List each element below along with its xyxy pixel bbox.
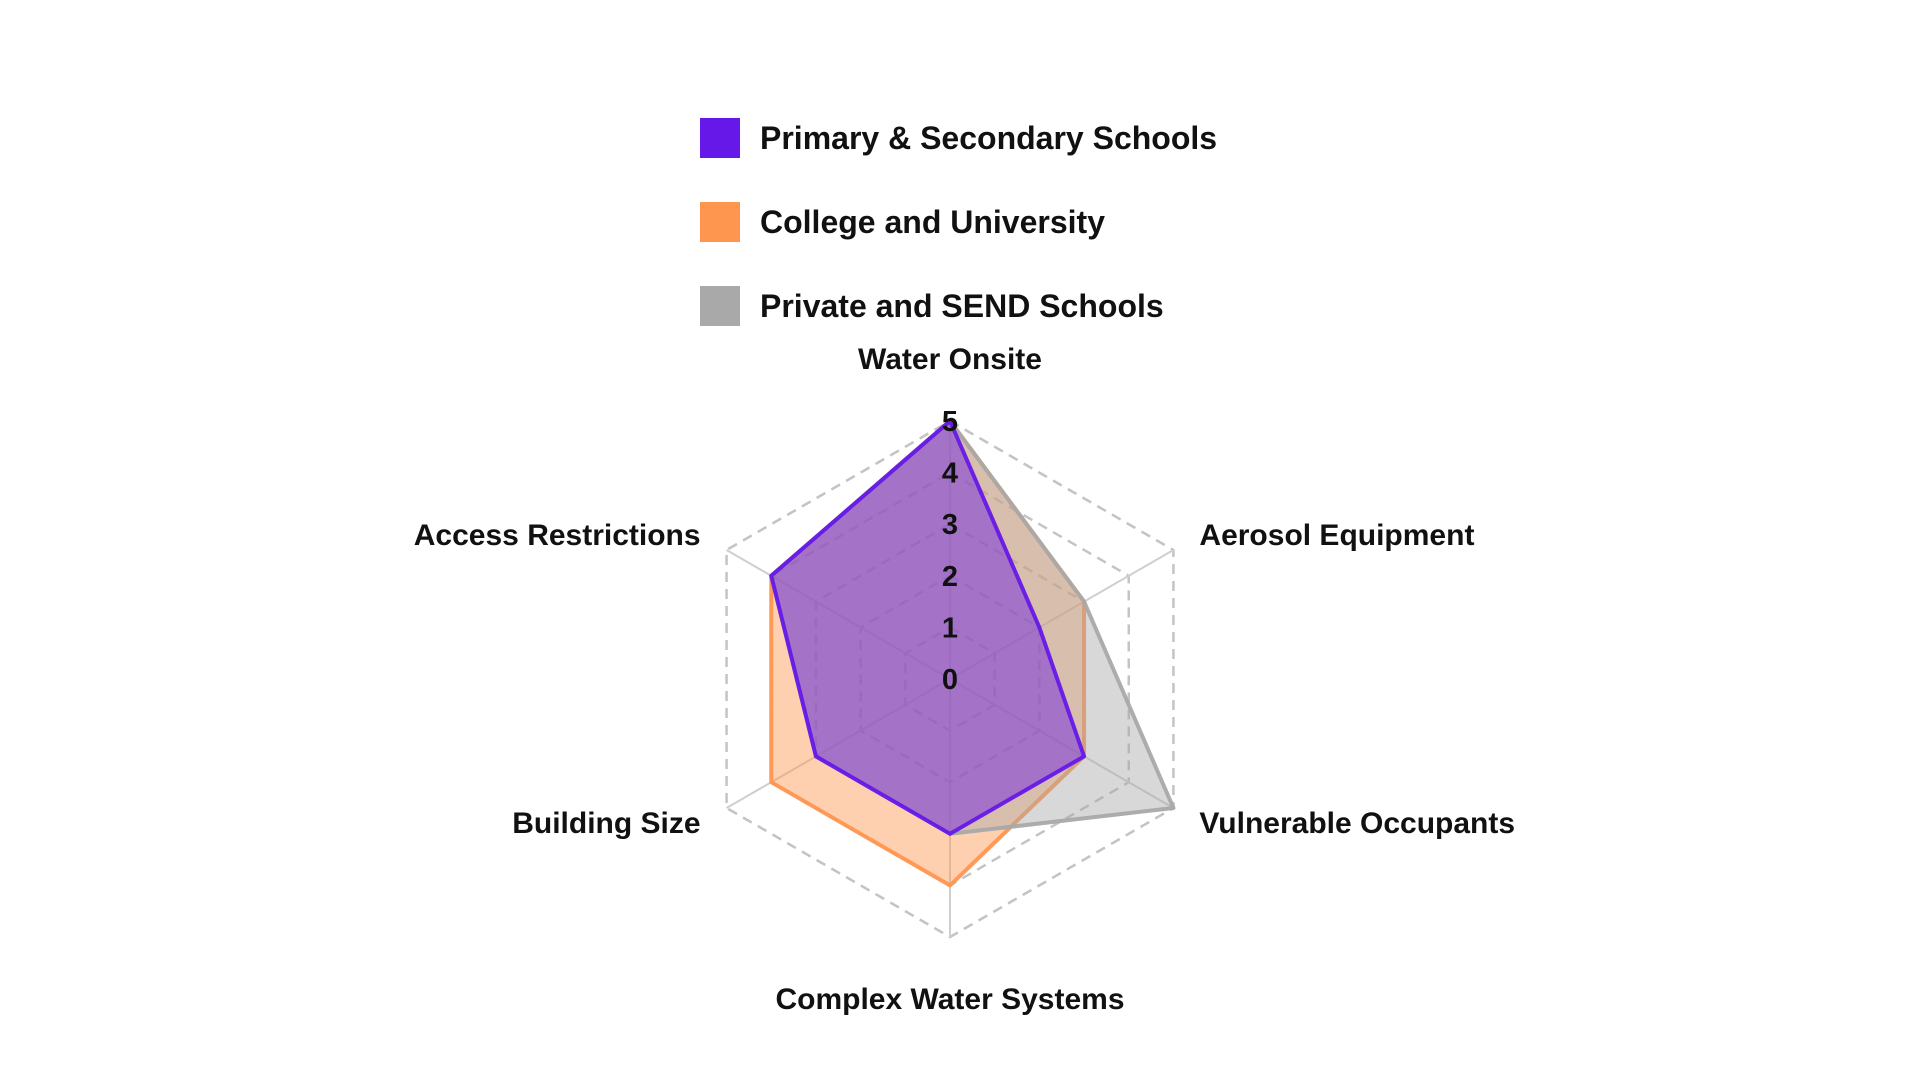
scale-tick-label: 5 (942, 406, 958, 438)
legend-swatch-primary-secondary (700, 118, 740, 158)
scale-tick-label: 4 (942, 458, 958, 490)
axis-label-vulnerable-occupants: Vulnerable Occupants (1199, 807, 1515, 840)
legend-item-private-send: Private and SEND Schools (700, 286, 1217, 326)
scale-tick-label: 1 (942, 612, 958, 644)
legend-label-primary-secondary: Primary & Secondary Schools (760, 119, 1218, 156)
series-area-primary-and-secondary-schools (769, 419, 1087, 836)
scale-tick-label: 2 (942, 561, 958, 593)
legend-item-college-university: College and University (700, 202, 1217, 242)
axis-spoke-aerosol-equipment (949, 549, 1174, 680)
legend-label-college-university: College and University (760, 203, 1105, 240)
axis-label-aerosol-equipment: Aerosol Equipment (1199, 519, 1474, 552)
legend: Primary & Secondary Schools College and … (700, 118, 1217, 370)
axis-label-building-size: Building Size (512, 807, 700, 840)
scale-tick-label: 0 (942, 664, 958, 696)
axis-spoke-vulnerable-occupants (949, 678, 1174, 809)
axis-label-water-onsite: Water Onsite (858, 343, 1042, 376)
legend-item-primary-secondary: Primary & Secondary Schools (700, 118, 1217, 158)
axis-spoke-building-size (726, 678, 951, 809)
legend-swatch-college-university (700, 202, 740, 242)
axis-label-access-restrictions: Access Restrictions (414, 519, 701, 552)
axis-spoke-access-restrictions (726, 549, 951, 680)
legend-label-private-send: Private and SEND Schools (760, 287, 1164, 324)
scale-tick-label: 3 (942, 509, 958, 541)
legend-swatch-private-send (700, 286, 740, 326)
axis-label-complex-water-systems: Complex Water Systems (775, 983, 1124, 1016)
